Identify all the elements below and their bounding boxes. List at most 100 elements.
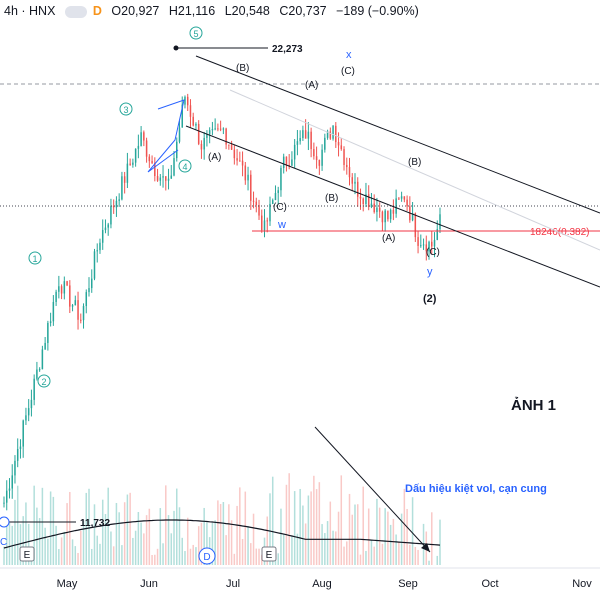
volume-bar (370, 540, 373, 565)
candle-body (101, 230, 104, 243)
candle-body (184, 96, 186, 105)
volume-bar (77, 552, 79, 565)
volume-bar (132, 537, 134, 565)
wave-2: 2 (37, 374, 51, 388)
volume-ma-line (3, 519, 441, 549)
volume-bar (271, 476, 274, 565)
symbol-label[interactable]: 4h · HNX (4, 4, 56, 18)
volume-bar (280, 508, 282, 565)
candle-body (11, 475, 13, 489)
volume-bar (178, 507, 181, 565)
volume-trend-line (314, 426, 431, 553)
volume-bar (244, 491, 247, 565)
volume-bar (217, 500, 219, 565)
candle-body (282, 156, 285, 168)
candle-body (80, 319, 82, 321)
candle-body (206, 134, 208, 138)
candle-body (214, 128, 216, 130)
candle-body (348, 167, 351, 178)
candle-body (63, 281, 66, 294)
candle-body (132, 162, 134, 165)
volume-bar (239, 487, 241, 565)
volume-bar (93, 504, 96, 565)
volume-bar (27, 523, 30, 565)
candles (3, 93, 441, 511)
candle-body (77, 300, 79, 320)
volume-bar (310, 491, 312, 565)
candle-body (58, 286, 60, 292)
x-tick-label: Sep (398, 578, 418, 590)
candle-body (25, 415, 27, 421)
candle-body (351, 177, 354, 184)
candle-body (134, 148, 137, 163)
volume-bar (417, 549, 419, 565)
volume-bar (247, 526, 249, 565)
volume-bar (143, 533, 145, 565)
high-value: H21,116 (168, 4, 216, 18)
volume-bar (252, 513, 255, 565)
volume-bar (159, 508, 162, 565)
volume-bar (69, 491, 71, 565)
candle-body (255, 201, 258, 206)
candle-body (137, 145, 140, 149)
volume-note: Dấu hiệu kiệt vol, cạn cung (405, 483, 547, 495)
volume-bar (411, 497, 414, 565)
volume-bar (162, 543, 164, 565)
candle-body (93, 251, 96, 279)
volume-bar (291, 536, 293, 565)
volume-bar (285, 484, 288, 565)
label-y: y (427, 266, 433, 278)
candle-body (362, 198, 364, 204)
volume-bar (203, 507, 205, 565)
volume-bar (343, 546, 345, 565)
candle-body (354, 181, 356, 184)
candle-body (96, 250, 98, 252)
candle-body (225, 128, 227, 145)
volume-bar (25, 502, 27, 565)
chart-header: 4h · HNX D O20,927 H21,116 L20,548 C20,7… (4, 4, 425, 18)
volume-bar (365, 550, 367, 565)
candle-body (66, 281, 68, 286)
candle-body (266, 220, 268, 222)
earnings-marker-e1[interactable]: E (19, 546, 35, 562)
volume-bar (126, 494, 129, 565)
interval-badge[interactable]: D (92, 4, 102, 18)
volume-bar (296, 533, 299, 565)
volume-bar (156, 548, 159, 565)
volume-bar (118, 512, 120, 565)
toggle-pill[interactable] (64, 5, 87, 18)
candle-body (340, 145, 343, 150)
candle-body (293, 144, 296, 160)
dividend-marker-d[interactable]: D (198, 547, 216, 565)
candle-body (280, 167, 282, 191)
channel-upper (195, 55, 600, 214)
candle-body (200, 143, 203, 150)
volume-bar (326, 521, 329, 565)
volume-bar (154, 554, 156, 565)
volume-trend-arrowhead (421, 543, 430, 552)
volume-bar (406, 508, 408, 565)
volume-bar (189, 548, 192, 565)
volume-bar (348, 493, 351, 565)
candle-body (195, 123, 197, 126)
candle-body (302, 130, 304, 139)
candle-body (288, 164, 290, 166)
candle-body (192, 116, 194, 126)
volume-bar (173, 510, 175, 565)
candle-body (258, 205, 260, 216)
candle-body (411, 213, 414, 221)
volume-bar (123, 502, 126, 565)
earnings-marker-e2[interactable]: E (261, 546, 277, 562)
label-B2: (B) (325, 193, 338, 204)
svg-text:D: D (203, 552, 210, 563)
volume-bar (384, 508, 386, 565)
candle-body (310, 131, 312, 150)
low-marker-letter: C (0, 537, 7, 548)
candle-body (236, 158, 238, 161)
candle-body (431, 241, 433, 247)
x-tick-label: Oct (481, 578, 498, 590)
candle-body (154, 162, 156, 177)
volume-bar (409, 544, 411, 565)
candle-body (208, 130, 211, 135)
